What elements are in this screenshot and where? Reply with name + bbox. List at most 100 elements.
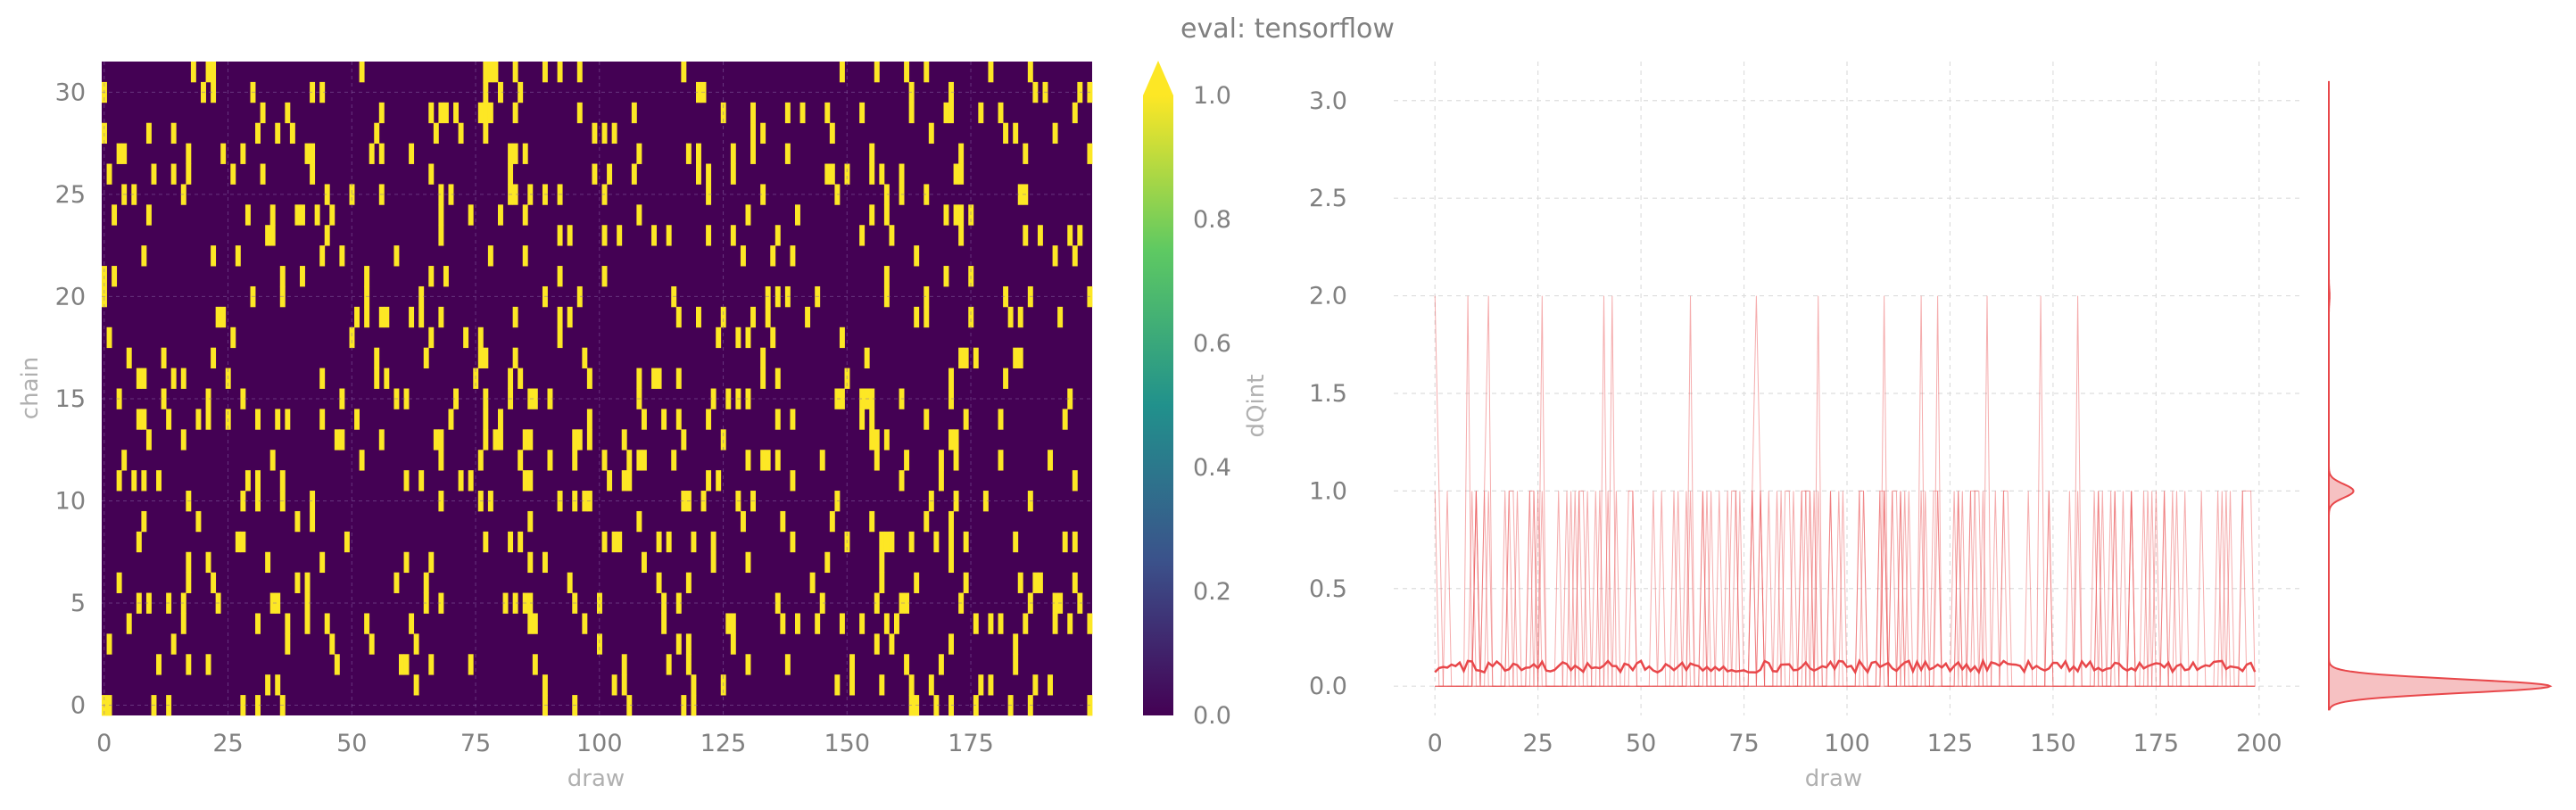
heatmap-x-tick-label: 175 <box>948 730 994 757</box>
heatmap-cell <box>145 592 152 614</box>
heatmap-cell <box>710 388 716 409</box>
heatmap-cell <box>1032 674 1039 696</box>
colorbar-tick-label: 0.6 <box>1193 330 1231 358</box>
heatmap-cell <box>998 613 1004 634</box>
heatmap-cell <box>409 143 415 164</box>
heatmap-cell <box>240 531 246 553</box>
trace-lines <box>1434 295 2256 687</box>
heatmap-cell <box>483 62 489 83</box>
heatmap-cell <box>582 491 588 512</box>
heatmap-cell <box>774 285 781 308</box>
trace-x-ticks: 0 25 50 75 100 125 150 175 200 <box>1428 730 2282 757</box>
heatmap-cell <box>319 245 326 267</box>
heatmap-cell <box>294 510 301 533</box>
heatmap-x-tick-label: 50 <box>336 730 367 757</box>
heatmap-cell <box>790 470 796 492</box>
heatmap-cell <box>487 62 493 83</box>
heatmap-cell <box>319 81 326 103</box>
heatmap-cell <box>1048 674 1053 696</box>
heatmap-cell <box>300 266 305 287</box>
heatmap-cells <box>102 62 1093 716</box>
heatmap-cell <box>958 204 965 226</box>
heatmap-cell <box>240 491 246 512</box>
heatmap-cell <box>344 531 350 553</box>
heatmap-cell <box>883 429 890 450</box>
heatmap-cell <box>795 204 800 226</box>
trace-y-tick-label: 3.0 <box>1309 87 1347 115</box>
heatmap-cell <box>859 409 866 430</box>
heatmap-cell <box>438 491 444 512</box>
trace-chain-line <box>1435 490 2256 687</box>
heatmap-cell <box>310 163 316 185</box>
heatmap-cell <box>675 368 682 389</box>
heatmap-cell <box>691 695 697 716</box>
heatmap-cell <box>518 81 524 103</box>
heatmap-cell <box>1013 633 1019 655</box>
heatmap-cell <box>924 62 930 83</box>
heatmap-cell <box>156 654 162 675</box>
heatmap-cell <box>576 102 583 124</box>
heatmap-cell <box>508 531 514 553</box>
heatmap-cell <box>220 306 227 328</box>
heatmap-cell <box>675 592 682 614</box>
heatmap-cell <box>675 633 682 655</box>
heatmap-cell <box>265 225 271 246</box>
heatmap-cell <box>740 510 746 533</box>
heatmap-cell <box>136 531 142 553</box>
heatmap-cell <box>339 429 345 450</box>
heatmap-cell <box>557 306 563 328</box>
heatmap-cell <box>874 633 880 655</box>
heatmap-cell <box>824 551 831 574</box>
heatmap-cell <box>180 368 186 389</box>
heatmap-cell <box>1023 143 1029 164</box>
heatmap-cell <box>924 409 930 430</box>
heatmap-cell <box>542 62 548 83</box>
heatmap-cell <box>512 306 518 328</box>
heatmap-cell <box>1013 654 1019 675</box>
heatmap-cell <box>621 429 627 450</box>
heatmap-cell <box>145 429 152 450</box>
heatmap-cell <box>745 388 751 409</box>
heatmap-cell <box>448 184 454 205</box>
heatmap-cell <box>774 450 781 471</box>
heatmap-cell <box>706 470 712 492</box>
heatmap-cell <box>170 368 177 389</box>
heatmap-cell <box>527 551 534 574</box>
heatmap-cell <box>215 306 221 328</box>
heatmap-cell <box>963 531 969 553</box>
heatmap-cell <box>384 306 390 328</box>
heatmap-x-tick-label: 25 <box>212 730 243 757</box>
heatmap-cell <box>378 143 385 164</box>
heatmap-cell <box>790 245 796 267</box>
heatmap-cell <box>636 450 642 471</box>
heatmap-cell <box>205 654 211 675</box>
trace-y-tick-label: 1.0 <box>1309 477 1347 505</box>
heatmap-cell <box>483 429 489 450</box>
heatmap-y-tick-label: 10 <box>55 487 86 515</box>
heatmap-cell <box>839 62 845 83</box>
heatmap-cell <box>418 306 425 328</box>
heatmap-cell <box>691 674 697 696</box>
heatmap-y-tick-label: 15 <box>55 385 86 413</box>
heatmap-cell <box>824 163 831 185</box>
heatmap-cell <box>557 326 563 349</box>
heatmap-cell <box>121 143 128 164</box>
heatmap-cell <box>958 347 965 368</box>
heatmap-cell <box>914 245 920 267</box>
heatmap-cell <box>958 225 965 246</box>
heatmap-cell <box>750 122 756 145</box>
heatmap-cell <box>359 450 365 471</box>
trace-x-label: draw <box>1805 765 1862 792</box>
heatmap-cell <box>409 613 415 634</box>
heatmap-cell <box>468 470 474 492</box>
heatmap-cell <box>938 450 944 471</box>
heatmap-cell <box>141 470 147 492</box>
heatmap-cell <box>859 225 866 246</box>
heatmap-cell <box>908 531 915 553</box>
colorbar-tick-label: 0.4 <box>1193 454 1231 482</box>
heatmap-cell <box>914 306 920 328</box>
heatmap-cell <box>255 613 261 634</box>
colorbar-ticks: 0.0 0.2 0.4 0.6 0.8 1.0 <box>1193 82 1231 730</box>
heatmap-cell <box>685 633 692 655</box>
